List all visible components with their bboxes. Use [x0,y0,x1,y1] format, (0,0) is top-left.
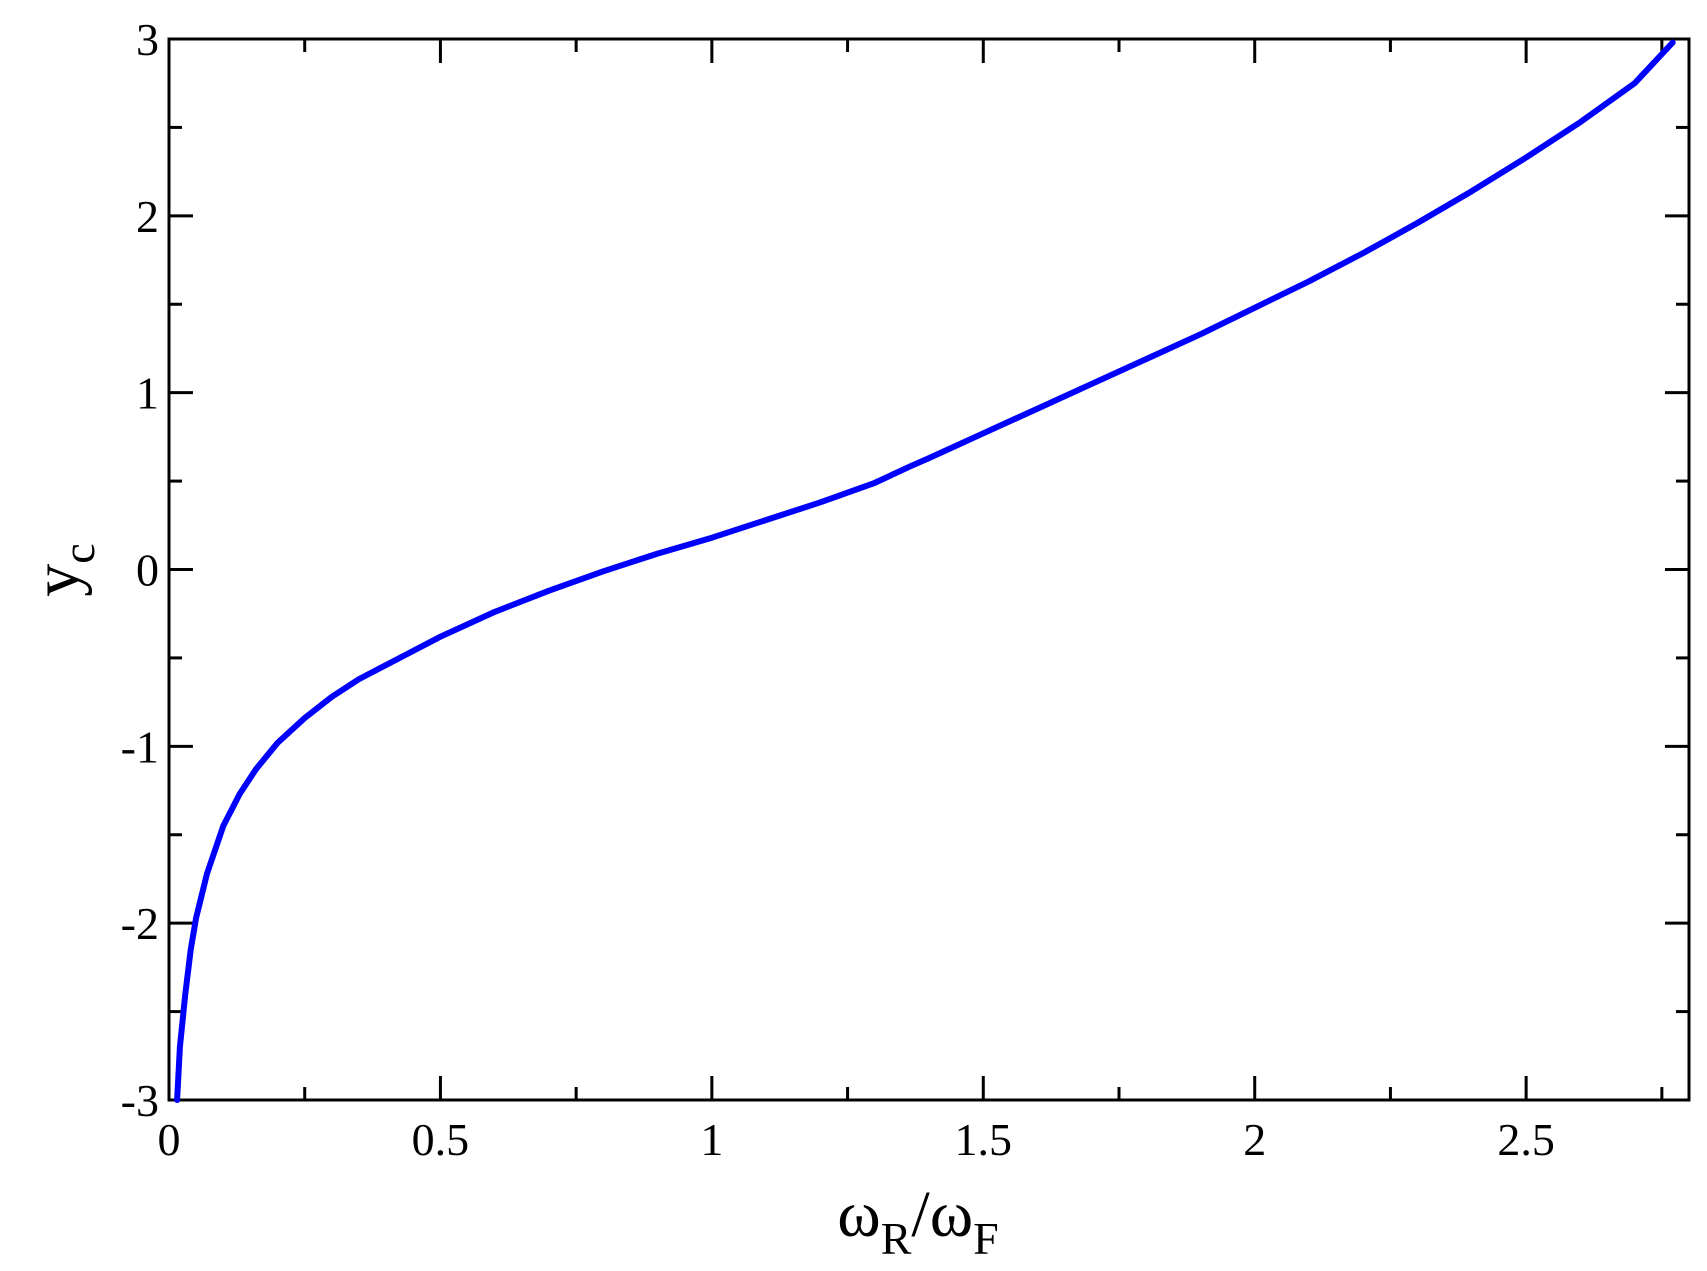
x-tick-label: 2.5 [1497,1114,1555,1165]
series-line [174,39,1676,1103]
x-tick-labels: 0 0.5 1 1.5 2 2.5 [158,1114,1555,1165]
y-label-sub: c [53,543,104,563]
y-tick-label: 1 [136,368,159,419]
x-tick-label: 2 [1243,1114,1266,1165]
y-label-base: y [20,564,93,597]
x-tick-label: 1 [700,1114,723,1165]
x-label-omega-f: ω [930,1178,973,1251]
y-tick-label: 0 [136,545,159,596]
x-label-omega-r: ω [837,1178,880,1251]
x-tick-label: 0 [158,1114,181,1165]
y-tick-label: 3 [136,14,159,65]
y-tick-label: -2 [121,898,159,949]
x-label-sub-r: R [881,1213,912,1264]
y-axis-label: yc [20,543,104,596]
y-tick-label: -3 [121,1075,159,1126]
x-tick-label: 1.5 [955,1114,1013,1165]
series-group [174,39,1676,1103]
x-label-sub-f: F [973,1213,999,1264]
y-tick-labels: -3 -2 -1 0 1 2 3 [121,14,159,1126]
y-tick-label: -1 [121,721,159,772]
y-tick-label: 2 [136,191,159,242]
x-axis-label: ωR/ωF [837,1178,999,1264]
axis-ticks [167,37,1689,1102]
x-tick-label: 0.5 [412,1114,470,1165]
x-label-slash: / [911,1178,930,1251]
